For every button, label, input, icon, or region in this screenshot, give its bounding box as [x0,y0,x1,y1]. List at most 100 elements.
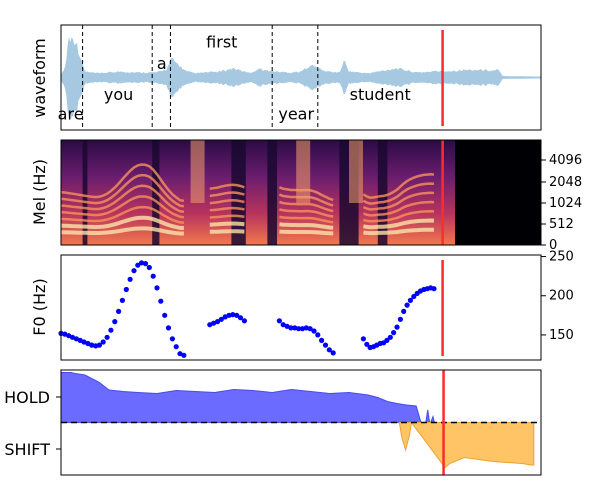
f0-points [58,260,437,358]
f0-point [139,260,145,266]
f0-point [315,332,321,338]
f0-point [411,293,417,300]
f0-point [280,322,286,328]
f0-point [241,318,247,324]
f0-point [296,326,302,332]
mel-harmonic [362,182,435,205]
mel-fricative [190,140,205,203]
mel-harmonic [209,214,245,219]
waveform-axes-frame [60,24,542,131]
mel-gap [377,140,388,245]
mel-harmonic [362,191,435,211]
waveform-panel: are you a first year student waveform [30,24,542,131]
hold-area [60,372,436,423]
mel-harmonic [363,227,434,236]
mel-harmonic [362,200,435,217]
f0-point [326,347,332,353]
f0-point [135,262,141,268]
word-label: are [58,104,84,123]
f0-point [69,334,76,340]
f0-point [116,308,122,314]
f0-point [177,351,183,357]
mel-harmonic [61,163,185,203]
f0-point [322,342,329,348]
mel-harmonic [209,183,245,191]
mel-harmonic [279,222,334,230]
f0-point [214,319,221,325]
mel-gap [82,140,88,245]
mel-harmonics [61,140,435,245]
f0-point [307,326,313,332]
f0-point [181,352,187,358]
f0-point [123,286,129,293]
mel-harmonic [279,208,334,218]
f0-point [299,326,305,332]
f0-point [127,276,133,282]
word-label: year [278,104,314,123]
word-labels: are you a first year student [58,33,411,124]
f0-point [218,316,224,322]
mel-harmonic [279,200,334,213]
f0-point [96,342,102,348]
mel-harmonic [209,199,245,205]
hold-label: HOLD [4,388,50,407]
turn-panel: HOLD SHIFT [4,369,542,476]
word-label: a [157,54,167,73]
f0-ytick-label: 250 [549,250,574,265]
f0-point [397,316,403,322]
shift-label: SHIFT [4,440,50,459]
mel-harmonic [362,173,435,199]
f0-point [81,339,87,345]
f0-point [62,331,68,337]
mel-ytick-label: 2048 [549,175,582,190]
f0-point [387,334,393,340]
f0-point [234,312,240,318]
f0-point [146,264,152,271]
f0-point [131,268,137,274]
f0-point [173,344,179,350]
f0-point [431,286,437,292]
f0-point [230,312,236,318]
f0-point [276,318,282,324]
mel-gap [267,140,277,245]
mel-harmonic [61,215,185,231]
mel-harmonic [209,191,245,198]
f0-point [158,298,164,304]
mel-harmonic [209,221,245,227]
mel-harmonic [279,229,334,236]
mel-harmonic [61,226,184,236]
f0-point [108,327,114,333]
f0-point [311,328,317,334]
mel-yticks: 0 512 1024 2048 4096 [541,153,582,253]
mel-ytick-label: 0 [549,238,557,253]
f0-point [169,336,175,342]
f0-point [237,315,244,321]
f0-point [404,302,410,308]
f0-point [150,273,156,279]
f0-ylabel: F0 (Hz) [30,278,49,335]
f0-point [288,325,294,331]
f0-point [154,285,160,291]
f0-point [384,337,390,343]
mel-silence [455,140,541,245]
f0-point [211,320,217,326]
word-label: you [104,85,133,104]
mel-fricative [349,140,363,203]
f0-point [391,330,397,336]
f0-yticks: 150 200 250 [541,250,574,343]
mel-ylabel: Mel (Hz) [30,159,49,225]
mel-harmonic [362,218,435,230]
mel-ytick-label: 512 [549,217,574,232]
f0-axes-frame [60,254,542,361]
f0-ytick-label: 200 [549,289,574,304]
mel-harmonic [61,173,185,208]
mel-ytick-label: 1024 [549,196,582,211]
mel-axes-frame [60,139,542,246]
f0-point [330,350,336,356]
f0-point [364,341,370,347]
f0-point [165,325,172,331]
mel-harmonic [61,205,184,224]
f0-panel: 150 200 250 F0 (Hz) [30,250,574,361]
waveform-ylabel: waveform [30,38,49,118]
